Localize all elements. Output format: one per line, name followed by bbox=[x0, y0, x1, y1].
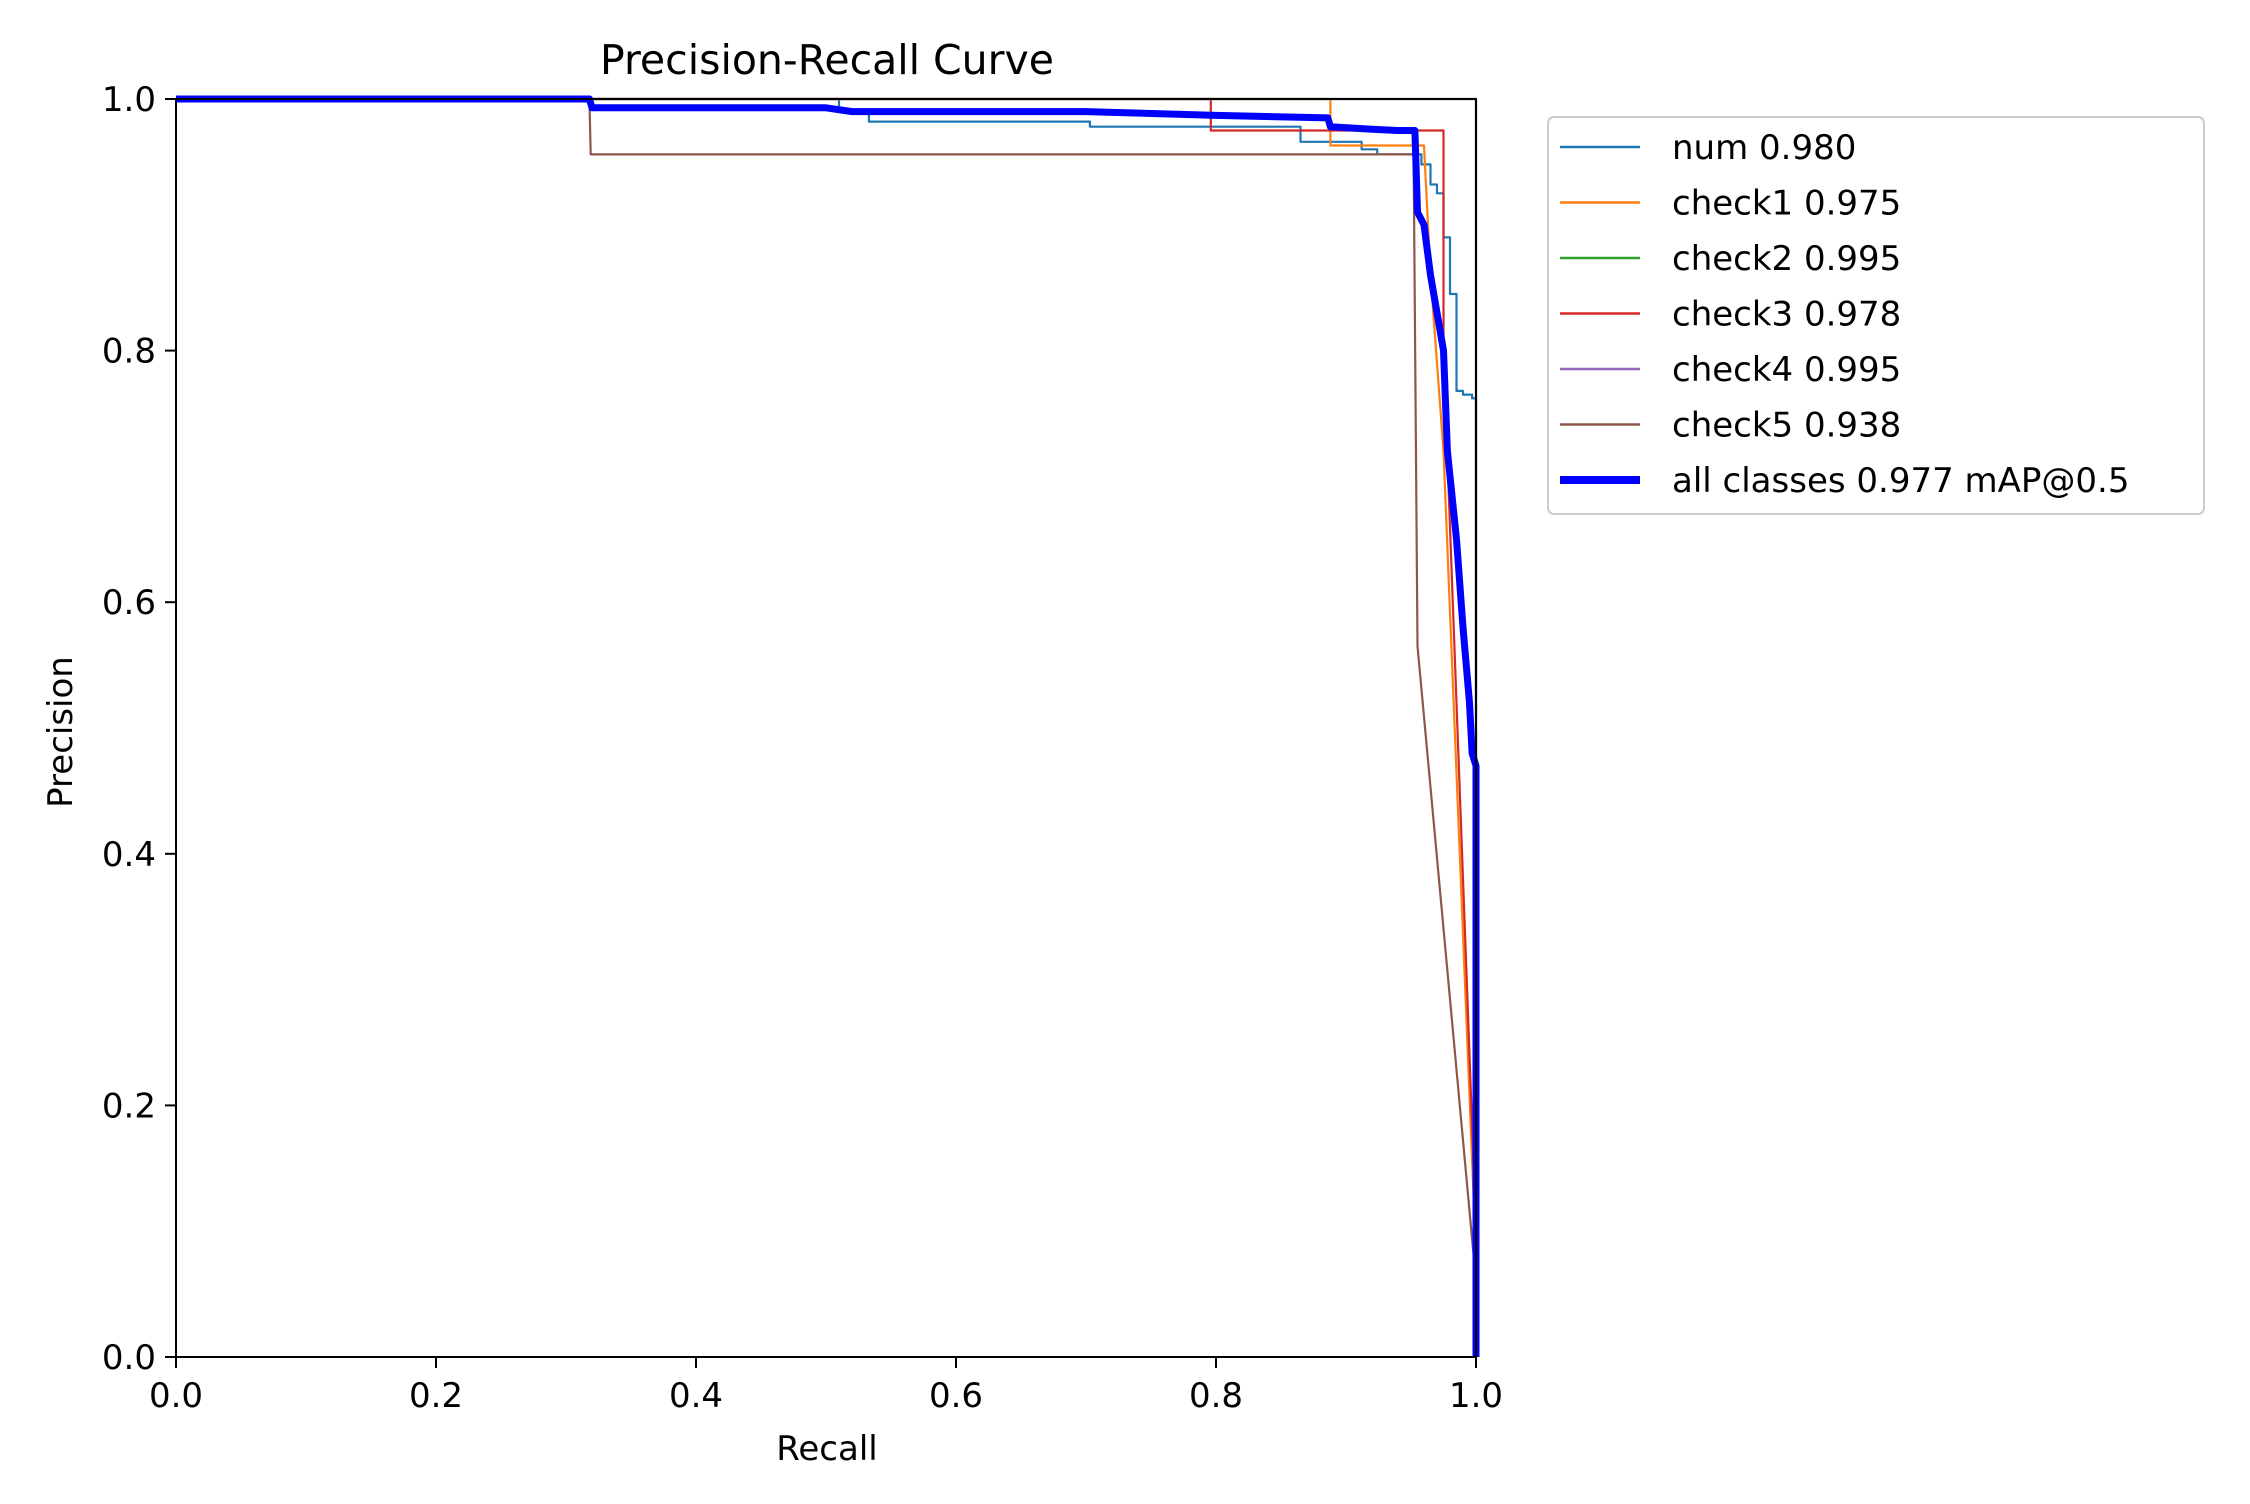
x-tick-label-2: 0.4 bbox=[669, 1376, 723, 1416]
legend-label-6: all classes 0.977 mAP@0.5 bbox=[1672, 461, 2129, 501]
x-tick-label-5: 1.0 bbox=[1449, 1376, 1503, 1416]
plot-area bbox=[176, 95, 1480, 1357]
plot-frame bbox=[175, 98, 1477, 1358]
legend-label-3: check3 0.978 bbox=[1672, 295, 1901, 335]
legend: num 0.980 check1 0.975 check2 0.995 check3 … bbox=[1547, 116, 2205, 515]
y-axis-label: Precision bbox=[41, 656, 81, 808]
legend-label-0: num 0.980 bbox=[1672, 128, 1856, 168]
y-tick-label-4: 0.8 bbox=[102, 332, 156, 372]
y-tick-label-5: 1.0 bbox=[102, 80, 156, 120]
chart-title: Precision-Recall Curve bbox=[600, 36, 1054, 84]
x-tick-label-4: 0.8 bbox=[1189, 1376, 1243, 1416]
y-tick-label-0: 0.0 bbox=[102, 1338, 156, 1378]
y-tick-label-2: 0.4 bbox=[102, 835, 156, 875]
x-axis-label: Recall bbox=[776, 1429, 877, 1469]
legend-label-4: check4 0.995 bbox=[1672, 350, 1901, 390]
series-line-0 bbox=[176, 97, 1478, 1357]
series-line-1 bbox=[176, 97, 1478, 1357]
legend-label-5: check5 0.938 bbox=[1672, 406, 1901, 446]
series-line-2 bbox=[176, 97, 1478, 1357]
legend-label-1: check1 0.975 bbox=[1672, 184, 1901, 224]
legend-box bbox=[1547, 116, 2205, 515]
series-line-5 bbox=[176, 97, 1478, 1357]
x-tick-label-0: 0.0 bbox=[149, 1376, 203, 1416]
axes: 0.0 0.2 0.4 0.6 0.8 1.0 0.0 0.2 0.4 0.6 0.8 1.0 bbox=[102, 80, 1503, 1416]
legend-label-2: check2 0.995 bbox=[1672, 239, 1901, 279]
y-tick-label-3: 0.6 bbox=[102, 583, 156, 623]
x-tick-label-1: 0.2 bbox=[409, 1376, 463, 1416]
series-line-3 bbox=[176, 97, 1478, 1357]
x-tick-label-3: 0.6 bbox=[929, 1376, 983, 1416]
y-tick-label-1: 0.2 bbox=[102, 1086, 156, 1126]
series-line-6 bbox=[176, 95, 1480, 1357]
series-line-4 bbox=[176, 97, 1478, 1357]
